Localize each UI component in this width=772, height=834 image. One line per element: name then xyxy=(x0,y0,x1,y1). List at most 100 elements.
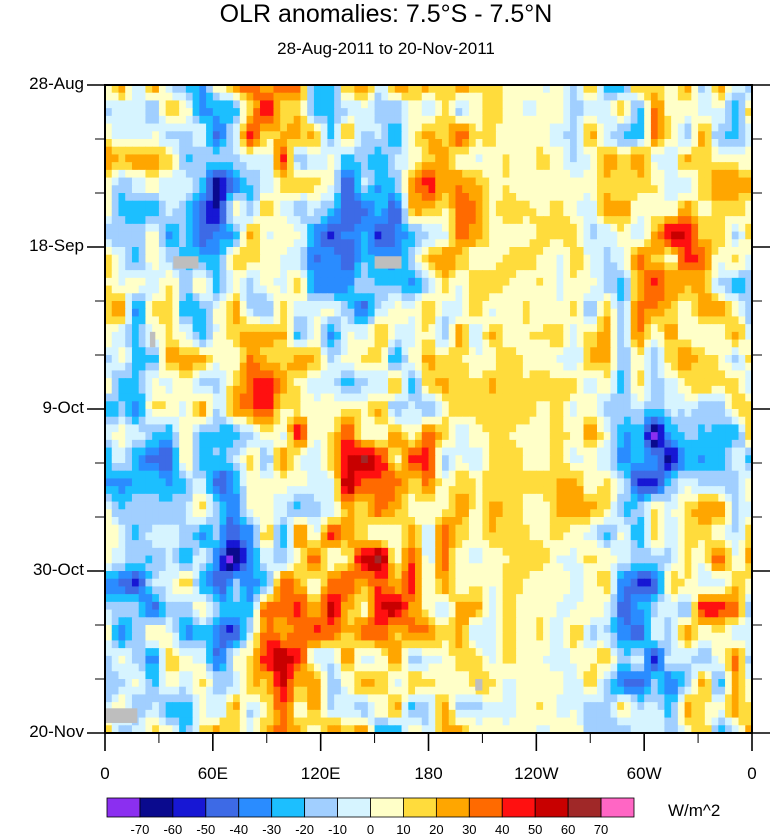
heatmap-cell xyxy=(684,293,692,302)
heatmap-cell xyxy=(354,301,362,310)
heatmap-cell xyxy=(233,355,241,364)
heatmap-cell xyxy=(233,362,241,372)
heatmap-cell xyxy=(698,185,706,194)
heatmap-cell xyxy=(610,316,618,325)
heatmap-cell xyxy=(152,308,160,318)
heatmap-cell xyxy=(199,223,207,233)
heatmap-cell xyxy=(745,146,752,156)
heatmap-cell xyxy=(158,139,167,148)
heatmap-cell xyxy=(677,154,686,163)
heatmap-cell xyxy=(401,185,409,194)
heatmap-cell xyxy=(111,285,120,294)
heatmap-cell xyxy=(158,439,167,449)
heatmap-cell xyxy=(698,223,706,233)
heatmap-cell xyxy=(233,162,241,171)
heatmap-cell xyxy=(711,470,719,480)
heatmap-cell xyxy=(428,424,436,433)
heatmap-cell xyxy=(428,200,436,210)
heatmap-cell xyxy=(293,324,302,333)
heatmap-cell xyxy=(347,378,355,387)
heatmap-cell xyxy=(408,154,416,163)
heatmap-cell xyxy=(462,216,470,225)
heatmap-cell xyxy=(239,293,248,302)
heatmap-cell xyxy=(468,146,477,156)
heatmap-cell xyxy=(677,362,686,372)
heatmap-cell xyxy=(286,115,295,125)
heatmap-cell xyxy=(644,362,652,372)
heatmap-cell xyxy=(125,385,133,395)
heatmap-cell xyxy=(145,447,153,456)
heatmap-cell xyxy=(239,355,248,364)
heatmap-cell xyxy=(576,439,585,449)
heatmap-cell xyxy=(260,200,268,210)
heatmap-cell xyxy=(185,385,194,395)
heatmap-cell xyxy=(145,115,153,125)
heatmap-cell xyxy=(246,393,254,402)
heatmap-cell xyxy=(347,362,355,372)
heatmap-cell xyxy=(637,409,645,418)
heatmap-cell xyxy=(583,355,591,364)
heatmap-cell xyxy=(738,216,746,225)
heatmap-cell xyxy=(206,378,214,387)
heatmap-cell xyxy=(367,447,376,456)
heatmap-cell xyxy=(468,254,477,264)
heatmap-cell xyxy=(482,455,490,464)
heatmap-cell xyxy=(293,439,302,449)
heatmap-cell xyxy=(570,285,578,294)
heatmap-cell xyxy=(313,193,322,202)
heatmap-cell xyxy=(138,293,147,302)
heatmap-cell xyxy=(280,208,288,217)
heatmap-cell xyxy=(590,401,598,410)
heatmap-cell xyxy=(226,162,234,171)
heatmap-cell xyxy=(320,409,329,418)
heatmap-cell xyxy=(280,131,288,140)
heatmap-cell xyxy=(489,478,497,487)
heatmap-cell xyxy=(516,231,524,240)
heatmap-cell xyxy=(138,123,147,132)
heatmap-cell xyxy=(179,177,187,186)
heatmap-cell xyxy=(280,416,288,426)
heatmap-cell xyxy=(448,254,457,264)
heatmap-cell xyxy=(516,92,524,102)
heatmap-cell xyxy=(172,463,180,472)
heatmap-cell xyxy=(374,463,382,472)
heatmap-cell xyxy=(711,331,719,341)
heatmap-cell xyxy=(131,277,140,287)
heatmap-cell xyxy=(468,169,477,179)
heatmap-cell xyxy=(246,324,254,333)
heatmap-cell xyxy=(226,177,234,186)
heatmap-cell xyxy=(286,424,295,433)
heatmap-cell xyxy=(671,432,679,441)
heatmap-cell xyxy=(307,146,315,156)
heatmap-cell xyxy=(354,285,362,294)
heatmap-cell xyxy=(502,277,510,287)
heatmap-cell xyxy=(576,154,585,163)
heatmap-cell xyxy=(192,223,200,233)
heatmap-cell xyxy=(394,277,403,287)
heatmap-cell xyxy=(347,455,355,464)
heatmap-cell xyxy=(320,169,329,179)
heatmap-cell xyxy=(172,123,180,132)
heatmap-cell xyxy=(145,216,153,225)
heatmap-cell xyxy=(408,463,416,472)
heatmap-cell xyxy=(731,216,740,225)
heatmap-cell xyxy=(105,200,113,210)
heatmap-cell xyxy=(152,293,160,302)
heatmap-cell xyxy=(428,324,436,333)
heatmap-cell xyxy=(509,92,517,102)
heatmap-cell xyxy=(664,231,672,240)
heatmap-cell xyxy=(664,131,672,140)
heatmap-cell xyxy=(388,146,396,156)
heatmap-cell xyxy=(644,324,652,333)
heatmap-cell xyxy=(570,470,578,480)
heatmap-cell xyxy=(603,92,612,102)
heatmap-cell xyxy=(273,177,281,186)
heatmap-cell xyxy=(495,362,504,372)
heatmap-cell xyxy=(131,100,140,109)
heatmap-cell xyxy=(354,115,362,125)
heatmap-cell xyxy=(698,385,706,395)
heatmap-cell xyxy=(462,231,470,240)
heatmap-cell xyxy=(158,393,167,402)
heatmap-cell xyxy=(698,231,706,240)
heatmap-cell xyxy=(145,100,153,109)
